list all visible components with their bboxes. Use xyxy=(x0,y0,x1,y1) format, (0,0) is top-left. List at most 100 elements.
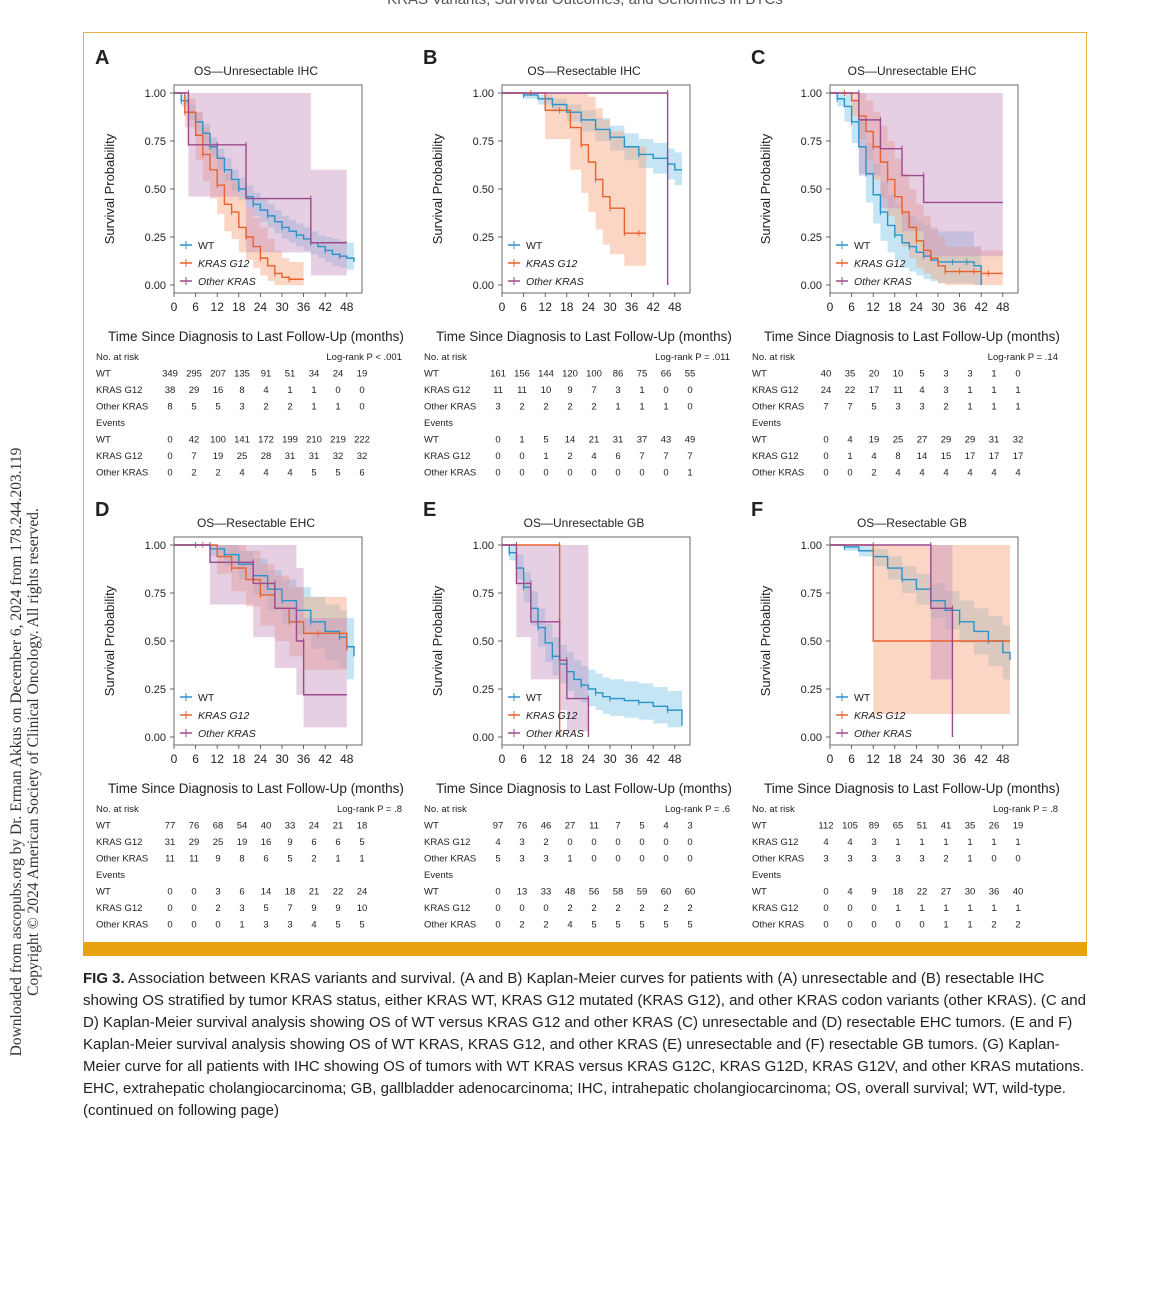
y-tick-label: 0.00 xyxy=(145,280,166,292)
events-cell: 1 xyxy=(967,920,972,931)
risk-cell: 4 xyxy=(919,385,924,396)
y-tick-label: 0.75 xyxy=(473,588,494,600)
events-cell: 21 xyxy=(589,435,600,446)
events-cell: 22 xyxy=(333,887,344,898)
panel-e: E OS—Unresectable GB 1.00 0.75 0.50 0.25 0.00 0… xyxy=(423,499,732,931)
events-cell: 49 xyxy=(685,435,696,446)
x-tick-label: 30 xyxy=(275,300,289,314)
risk-cell: 40 xyxy=(261,821,272,832)
risk-cell: 86 xyxy=(613,369,624,380)
risk-cell: 1 xyxy=(1015,402,1020,413)
y-tick-label: 0.50 xyxy=(145,184,166,196)
risk-cell: 2 xyxy=(263,402,268,413)
events-cell: 1 xyxy=(847,451,852,462)
y-tick-label: 1.00 xyxy=(801,88,822,100)
y-axis-label: Survival Probability xyxy=(758,133,773,244)
events-cell: 15 xyxy=(941,451,952,462)
panel-letter: B xyxy=(423,47,437,69)
x-tick-label: 48 xyxy=(668,752,682,766)
events-table-header: Events xyxy=(424,870,453,881)
events-cell: 0 xyxy=(167,920,172,931)
legend-label: Other KRAS xyxy=(198,728,256,740)
risk-cell: 0 xyxy=(991,854,996,865)
risk-table-header: No. at risk xyxy=(752,352,795,363)
legend-label: KRAS G12 xyxy=(854,258,906,270)
x-tick-label: 6 xyxy=(520,752,527,766)
events-row-label: Other KRAS xyxy=(96,920,148,931)
risk-cell: 51 xyxy=(285,369,296,380)
risk-cell: 1 xyxy=(663,402,668,413)
risk-cell: 1 xyxy=(991,837,996,848)
events-cell: 1 xyxy=(543,451,548,462)
risk-cell: 0 xyxy=(335,385,340,396)
risk-cell: 3 xyxy=(847,854,852,865)
legend-label: WT xyxy=(526,240,543,252)
events-cell: 28 xyxy=(261,451,272,462)
x-tick-label: 30 xyxy=(931,300,945,314)
events-cell: 0 xyxy=(871,903,876,914)
y-tick-label: 0.75 xyxy=(801,136,822,148)
risk-table-header: No. at risk xyxy=(96,804,139,815)
logrank-label: Log-rank P = .14 xyxy=(988,352,1058,363)
events-cell: 1 xyxy=(239,920,244,931)
events-cell: 36 xyxy=(989,887,1000,898)
risk-cell: 76 xyxy=(189,821,200,832)
events-cell: 9 xyxy=(311,903,316,914)
risk-cell: 11 xyxy=(493,385,503,396)
risk-cell: 2 xyxy=(567,402,572,413)
risk-cell: 0 xyxy=(639,854,644,865)
risk-cell: 0 xyxy=(687,837,692,848)
ci-band-0 xyxy=(502,545,682,737)
risk-cell: 1 xyxy=(991,369,996,380)
risk-row-label: WT xyxy=(96,369,111,380)
figure-caption: FIG 3. Association between KRAS variants… xyxy=(83,968,1093,1122)
risk-cell: 0 xyxy=(1015,369,1020,380)
y-tick-label: 0.50 xyxy=(473,636,494,648)
events-cell: 5 xyxy=(335,468,340,479)
risk-cell: 10 xyxy=(893,369,904,380)
events-cell: 2 xyxy=(663,903,668,914)
x-tick-label: 12 xyxy=(867,752,881,766)
events-cell: 1 xyxy=(687,468,692,479)
events-table-header: Events xyxy=(96,418,125,429)
risk-cell: 3 xyxy=(871,837,876,848)
events-cell: 7 xyxy=(687,451,692,462)
x-tick-label: 18 xyxy=(888,752,902,766)
risk-cell: 5 xyxy=(215,402,220,413)
x-axis-label: Time Since Diagnosis to Last Follow-Up (… xyxy=(764,329,1060,344)
events-cell: 199 xyxy=(282,435,298,446)
events-cell: 4 xyxy=(871,451,876,462)
x-tick-label: 30 xyxy=(603,300,617,314)
risk-cell: 7 xyxy=(847,402,852,413)
events-cell: 2 xyxy=(615,903,620,914)
risk-cell: 0 xyxy=(615,837,620,848)
risk-cell: 25 xyxy=(213,837,224,848)
events-cell: 27 xyxy=(941,887,952,898)
x-tick-label: 30 xyxy=(275,752,289,766)
y-tick-label: 0.25 xyxy=(145,684,166,696)
events-cell: 2 xyxy=(567,451,572,462)
x-tick-label: 0 xyxy=(171,752,178,766)
events-row-label: Other KRAS xyxy=(752,468,804,479)
y-tick-label: 0.25 xyxy=(801,684,822,696)
risk-cell: 1 xyxy=(639,402,644,413)
x-tick-label: 12 xyxy=(539,752,553,766)
panel-a: A OS—Unresectable IHC 1.00 0.75 0.50 0.25 0.00… xyxy=(95,47,404,479)
risk-table-header: No. at risk xyxy=(752,804,795,815)
events-cell: 43 xyxy=(661,435,672,446)
events-cell: 32 xyxy=(1013,435,1024,446)
risk-cell: 3 xyxy=(943,369,948,380)
events-cell: 32 xyxy=(357,451,368,462)
risk-cell: 2 xyxy=(943,854,948,865)
risk-cell: 3 xyxy=(239,402,244,413)
x-tick-label: 48 xyxy=(668,300,682,314)
x-tick-label: 36 xyxy=(625,300,639,314)
risk-cell: 5 xyxy=(191,402,196,413)
events-cell: 0 xyxy=(167,435,172,446)
risk-cell: 1 xyxy=(991,402,996,413)
risk-cell: 5 xyxy=(639,821,644,832)
risk-cell: 5 xyxy=(495,854,500,865)
risk-cell: 38 xyxy=(165,385,176,396)
events-cell: 2 xyxy=(215,468,220,479)
